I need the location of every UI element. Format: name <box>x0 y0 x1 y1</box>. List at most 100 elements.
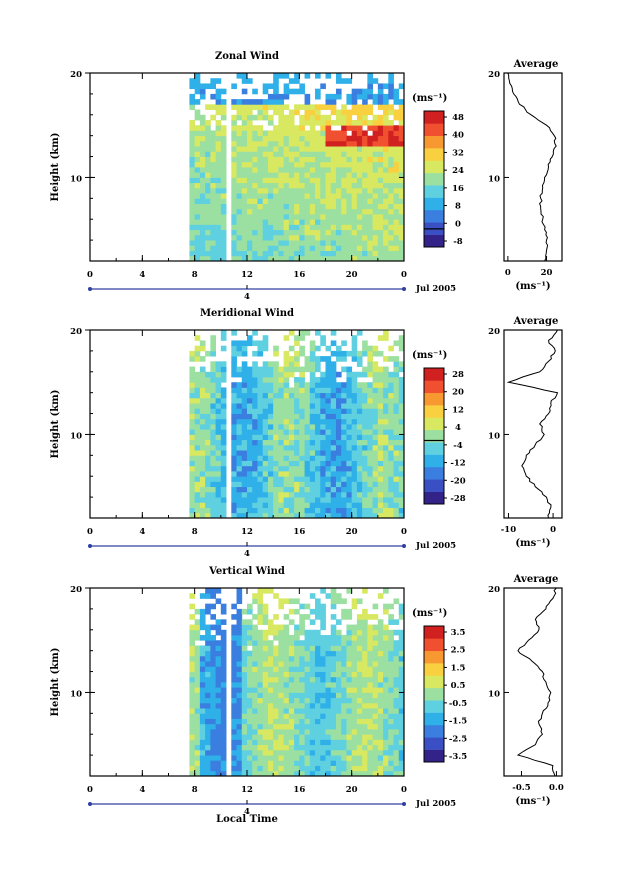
heatmap-cell <box>299 471 305 477</box>
heatmap-cell <box>356 172 363 178</box>
heatmap-cell <box>247 418 253 425</box>
heatmap-cell <box>294 161 300 168</box>
heatmap-cell <box>335 650 342 657</box>
heatmap-cell <box>372 624 379 631</box>
heatmap-cell <box>288 187 295 194</box>
heatmap-cell <box>199 146 206 152</box>
heatmap-cell <box>320 465 326 472</box>
heatmap-cell <box>377 645 384 652</box>
x-tick-label: 12 <box>241 270 253 280</box>
heatmap-cell <box>304 603 311 610</box>
heatmap-cell <box>241 629 248 636</box>
heatmap-cell <box>377 140 384 147</box>
panel-title: Meridional Wind <box>200 308 294 319</box>
heatmap-cell <box>393 88 400 95</box>
heatmap-cell <box>278 146 285 152</box>
heatmap-cell <box>205 198 211 204</box>
heatmap-cell <box>262 151 269 157</box>
heatmap-cell <box>309 682 316 688</box>
heatmap-cell <box>383 104 389 110</box>
heatmap-cell <box>367 624 373 631</box>
heatmap-cell <box>362 219 368 225</box>
heatmap-cell <box>367 408 373 414</box>
heatmap-cell <box>262 676 269 683</box>
heatmap-cell <box>351 161 358 168</box>
heatmap-cell <box>220 392 227 399</box>
heatmap-cell <box>299 661 305 667</box>
heatmap-cell <box>194 429 201 435</box>
heatmap-cell <box>346 682 353 688</box>
heatmap-cell <box>325 760 332 766</box>
heatmap-cell <box>267 713 274 719</box>
heatmap-cell <box>335 598 342 605</box>
heatmap-cell <box>341 661 347 667</box>
heatmap-cell <box>252 702 258 709</box>
heatmap-cell <box>383 661 389 667</box>
heatmap-cell <box>398 765 405 772</box>
heatmap-cell <box>294 392 300 399</box>
heatmap-cell <box>205 424 211 430</box>
heatmap-cell <box>315 387 321 394</box>
heatmap-cell <box>372 444 379 451</box>
heatmap-cell <box>320 203 326 210</box>
heatmap-cell <box>189 491 196 498</box>
heatmap-cell <box>383 624 389 631</box>
heatmap-cell <box>335 739 342 746</box>
colorbar-segment <box>424 417 444 431</box>
heatmap-cell <box>346 224 353 231</box>
colorbar-segment <box>424 172 444 186</box>
colorbar-label: 12 <box>452 405 464 415</box>
heatmap-cell <box>241 619 248 625</box>
heatmap-cell <box>194 214 201 220</box>
heatmap-cell <box>294 729 300 735</box>
heatmap-cell <box>241 650 248 657</box>
heatmap-cell <box>273 655 279 662</box>
date-axis-marker <box>402 802 406 806</box>
heatmap-cell <box>283 682 290 688</box>
heatmap-cell <box>252 755 258 761</box>
heatmap-cell <box>383 377 389 383</box>
heatmap-cell <box>210 214 216 220</box>
heatmap-cell <box>257 434 264 441</box>
heatmap-cell <box>383 397 389 404</box>
heatmap-cell <box>189 403 196 409</box>
heatmap-cell <box>383 130 389 137</box>
heatmap-cell <box>299 187 305 194</box>
heatmap-cell <box>304 640 311 646</box>
heatmap-cell <box>210 250 216 257</box>
heatmap-cell <box>288 702 295 709</box>
heatmap-cell <box>377 702 384 709</box>
heatmap-cell <box>257 713 264 719</box>
heatmap-cell <box>241 655 248 662</box>
heatmap-cell <box>335 455 342 461</box>
heatmap-cell <box>278 723 285 730</box>
heatmap-cell <box>267 392 274 399</box>
heatmap-cell <box>210 387 216 394</box>
heatmap-cell <box>210 114 216 121</box>
heatmap-cell <box>215 177 222 184</box>
profile-x-label: (ms⁻¹) <box>515 538 550 549</box>
heatmap-cell <box>205 203 211 210</box>
heatmap-cell <box>273 146 279 152</box>
colorbar-segment <box>424 135 444 149</box>
heatmap-cell <box>278 187 285 194</box>
heatmap-cell <box>320 371 326 378</box>
heatmap-cell <box>356 151 363 157</box>
x-tick-label: 8 <box>192 270 198 280</box>
colorbar-segment <box>424 429 444 443</box>
heatmap-cell <box>372 224 379 231</box>
heatmap-cell <box>325 661 332 667</box>
heatmap-cell <box>220 345 227 352</box>
heatmap-cell <box>335 397 342 404</box>
heatmap-cell <box>252 708 258 714</box>
heatmap-cell <box>288 229 295 236</box>
heatmap-cell <box>288 619 295 625</box>
heatmap-cell <box>288 429 295 435</box>
heatmap-cell <box>294 661 300 667</box>
heatmap-cell <box>252 104 258 110</box>
heatmap-cell <box>273 240 279 246</box>
heatmap-cell <box>231 439 237 446</box>
heatmap-cell <box>325 73 332 79</box>
heatmap-cell <box>215 471 222 477</box>
heatmap-cell <box>388 655 394 662</box>
